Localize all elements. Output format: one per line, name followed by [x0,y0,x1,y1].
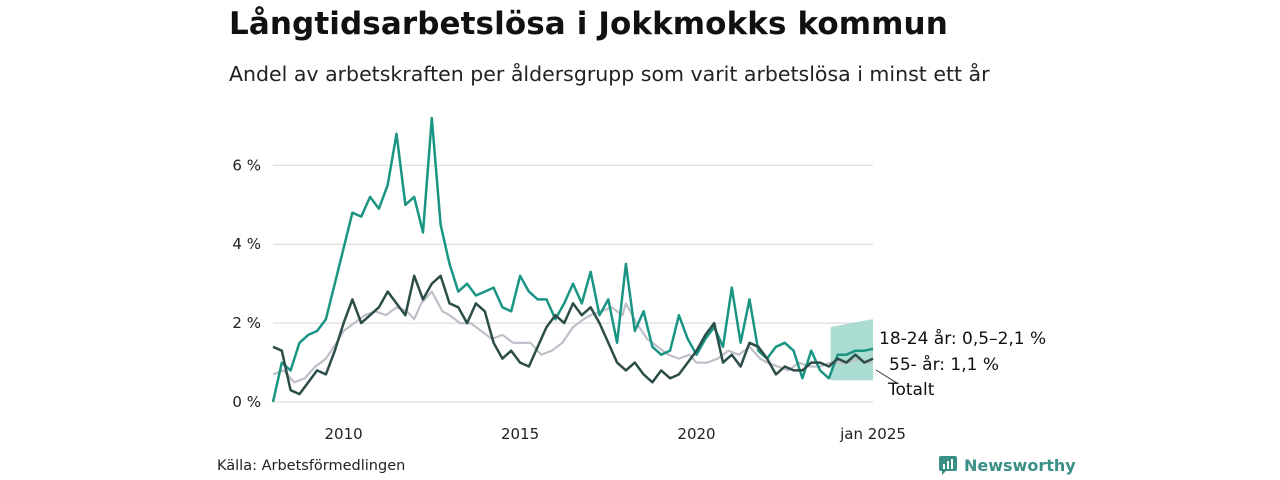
uncertainty-band-group [830,319,873,381]
x-tick-label: jan 2025 [839,425,906,443]
youth-uncertainty-band [830,319,873,381]
series-end-label: 18-24 år: 0,5–2,1 % [879,328,1046,349]
series-end-label: Totalt [887,380,935,400]
line-chart: 0 % 2 % 4 % 6 % 2010 2015 2020 jan 2025 18-24 … [232,116,1046,443]
source-note: Källa: Arbetsförmedlingen [217,458,406,474]
y-tick-label: 0 % [232,393,261,411]
y-tick-label: 4 % [232,235,261,253]
brand-name: Newsworthy [964,455,1076,475]
y-tick-label: 6 % [232,156,261,174]
chart-subtitle: Andel av arbetskraften per åldersgrupp s… [229,62,990,86]
chart-title: Långtidsarbetslösa i Jokkmokks kommun [229,6,948,42]
series-line-2 [272,274,874,396]
x-tick-label: 2020 [677,425,715,443]
totalt-leader-line [875,369,898,384]
series-end-label: 55- år: 1,1 % [889,354,999,375]
x-tick-label: 2010 [324,425,362,443]
y-tick-label: 2 % [232,314,261,332]
y-axis-ticks: 0 % 2 % 4 % 6 % [232,156,261,411]
x-axis-ticks: 2010 2015 2020 jan 2025 [324,425,905,443]
brand-logo[interactable]: Newsworthy [938,455,1076,475]
series-labels: 18-24 år: 0,5–2,1 % 55- år: 1,1 % Totalt [875,328,1046,400]
newsworthy-logo-icon [939,456,957,475]
gridlines [273,164,873,403]
series-line-1 [271,116,874,403]
series-line-0 [272,290,874,384]
x-tick-label: 2015 [501,425,539,443]
series-lines [271,116,874,403]
